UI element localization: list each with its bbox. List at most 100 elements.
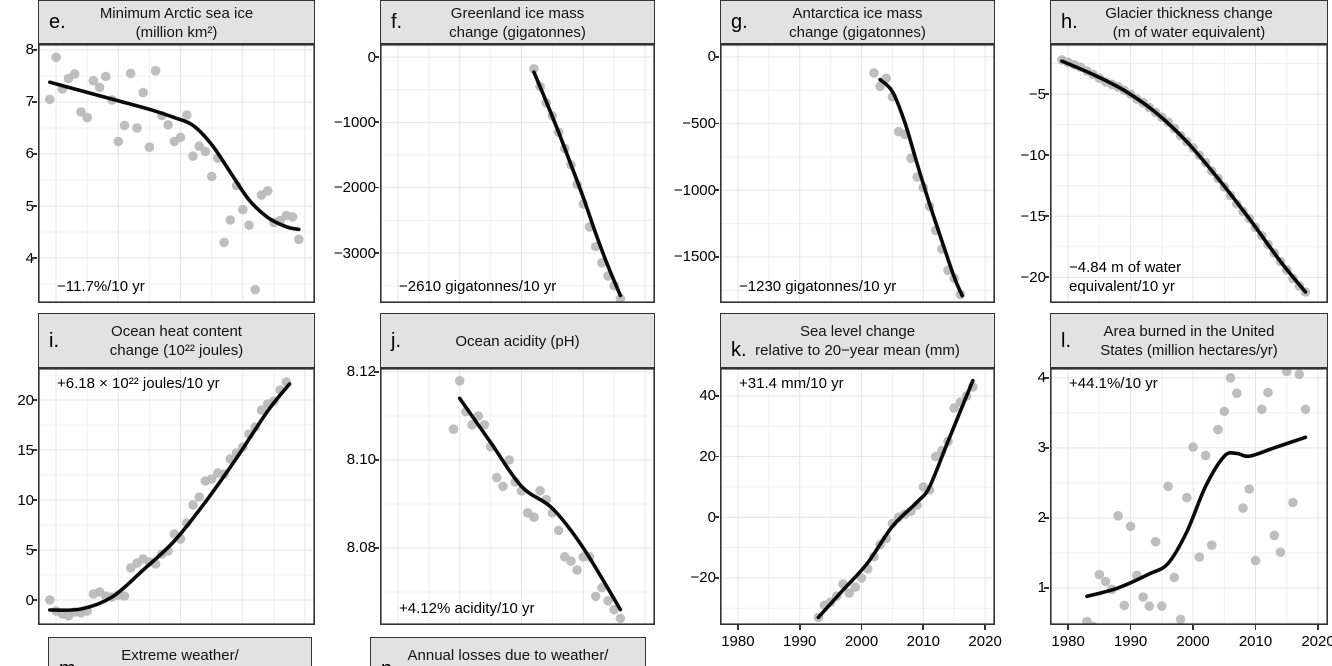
y-tick-mark <box>714 122 719 125</box>
y-tick-mark <box>714 256 719 258</box>
panel-title-line: (m of water equivalent) <box>1112 24 1266 41</box>
panel-letter: j. <box>391 329 401 352</box>
y-tick-label: 3 <box>1037 439 1046 457</box>
panel-border <box>380 368 655 625</box>
panel-letter: h. <box>1061 11 1078 33</box>
panel-title-line: Extreme weather/ <box>121 647 239 664</box>
y-tick-label: 0 <box>367 48 376 66</box>
y-tick-mark <box>374 186 379 189</box>
annotation-line: +4.12% acidity/10 yr <box>399 600 535 617</box>
y-tick-mark <box>714 56 719 58</box>
panel-title-line: change (10²² joules) <box>109 342 244 359</box>
panel-title-line: States (million hectares/yr) <box>1100 342 1278 359</box>
y-tick-mark <box>1044 93 1049 95</box>
x-tick-label: 2020 <box>1301 633 1332 650</box>
panel-title-line: Glacier thickness change <box>1105 5 1273 22</box>
scatter-points <box>1082 368 1311 625</box>
x-tick-mark <box>1067 625 1069 630</box>
y-tick-label: −20 <box>1020 268 1046 286</box>
y-tick-label: −500 <box>682 115 716 133</box>
annotation-line: −4.84 m of water <box>1069 259 1182 276</box>
y-tick-label: 4 <box>25 249 34 267</box>
panel-letter: m. <box>59 658 81 666</box>
panel-title-line: Area burned in the United <box>1103 323 1275 340</box>
plot-area-k <box>720 368 995 625</box>
plot-area-j <box>380 368 655 625</box>
trend-annotation: −1230 gigatonnes/10 yr <box>739 277 896 296</box>
annotation-line: −11.7%/10 yr <box>57 278 145 295</box>
gridlines <box>720 44 995 303</box>
panel-header: g. Antarctica ice mass change (gigatonnes) <box>720 0 995 44</box>
gridlines <box>1050 44 1328 303</box>
y-tick-mark <box>32 499 37 501</box>
panel-header: j. Ocean acidity (pH) <box>380 313 655 368</box>
trend-annotation: −2610 gigatonnes/10 yr <box>399 277 556 296</box>
plot-area-l <box>1050 368 1328 625</box>
panel-letter: i. <box>49 329 59 352</box>
x-tick-label: 2020 <box>968 633 1002 650</box>
panel-title: Area burned in the United States (million… <box>1051 322 1327 360</box>
panel-title: Sea level change relative to 20−year mean… <box>721 322 994 360</box>
y-tick-mark <box>32 153 37 155</box>
x-tick-mark <box>984 625 986 630</box>
panel-title-line: Sea level change <box>799 323 916 340</box>
x-tick-label: 1980 <box>721 633 755 650</box>
x-tick-label: 2000 <box>844 633 879 650</box>
y-tick-label: −10 <box>1020 146 1046 164</box>
y-tick-mark <box>714 516 719 519</box>
gridlines <box>380 368 655 625</box>
annotation-line: +44.1%/10 yr <box>1069 375 1158 392</box>
panel-title: Extreme weather/ <box>49 646 311 665</box>
y-tick-mark <box>32 205 37 207</box>
panel-header: h. Glacier thickness change (m of water eq… <box>1050 0 1328 44</box>
x-tick-mark <box>1192 625 1194 630</box>
y-tick-mark <box>1044 376 1049 379</box>
trend-annotation: −11.7%/10 yr <box>57 277 145 296</box>
y-tick-label: 0 <box>707 508 716 526</box>
panel-title-line: Ocean acidity (pH) <box>455 333 580 350</box>
panel-header: f. Greenland ice mass change (gigatonnes) <box>380 0 655 44</box>
y-tick-label: −5 <box>1028 85 1046 103</box>
y-tick-mark <box>374 547 379 549</box>
y-tick-mark <box>374 56 379 58</box>
trend-line <box>878 77 964 298</box>
x-tick-mark <box>1317 625 1319 630</box>
panel-header: l. Area burned in the United States (milli… <box>1050 313 1328 368</box>
scatter-points <box>45 52 304 295</box>
panel-border <box>38 368 315 625</box>
panel-title: Greenland ice mass change (gigatonnes) <box>381 4 654 42</box>
panel-header: e. Minimum Arctic sea ice (million km²) <box>38 0 315 44</box>
y-tick-label: 10 <box>17 491 34 509</box>
plot-area-e <box>38 44 315 303</box>
panel-title: Ocean heat content change (10²² joules) <box>39 322 314 360</box>
y-tick-mark <box>374 371 379 373</box>
y-tick-label: 20 <box>699 448 716 466</box>
y-tick-mark <box>32 257 37 259</box>
x-tick-mark <box>1254 625 1257 630</box>
trend-line <box>532 70 623 298</box>
x-tick-label: 1990 <box>1113 633 1148 650</box>
y-tick-mark <box>1044 446 1049 449</box>
panel-letter: k. <box>731 339 747 361</box>
panel-title-line: change (gigatonnes) <box>449 24 586 41</box>
y-tick-mark <box>32 549 37 551</box>
panel-title-line: change (gigatonnes) <box>789 24 926 41</box>
x-tick-mark <box>1129 625 1132 630</box>
y-tick-mark <box>714 577 719 579</box>
x-tick-label: 1980 <box>1051 633 1085 650</box>
panel-header-m: m. Extreme weather/ <box>48 637 312 666</box>
annotation-line: −2610 gigatonnes/10 yr <box>399 278 557 295</box>
annotation-line: +31.4 mm/10 yr <box>739 375 844 392</box>
y-tick-mark <box>1044 276 1049 279</box>
trend-line <box>1085 435 1308 599</box>
y-tick-mark <box>374 252 379 254</box>
y-tick-label: −1500 <box>673 248 716 266</box>
y-tick-mark <box>714 189 719 192</box>
panel-letter: f. <box>391 11 403 33</box>
annotation-line: +6.18 × 10²² joules/10 yr <box>57 375 220 392</box>
y-tick-mark <box>1044 215 1049 218</box>
y-tick-mark <box>374 459 379 461</box>
panel-title-line: Minimum Arctic sea ice <box>99 5 254 22</box>
x-tick-mark <box>798 625 801 630</box>
